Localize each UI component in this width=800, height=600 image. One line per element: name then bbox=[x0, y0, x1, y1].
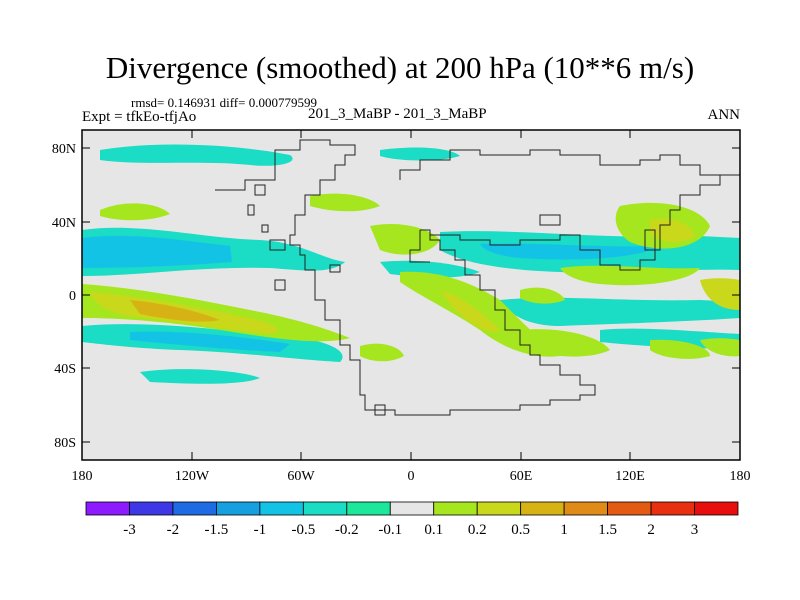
rmsd-stats: rmsd= 0.146931 diff= 0.000779599 bbox=[131, 95, 317, 110]
colorbar-swatch bbox=[520, 501, 565, 516]
colorbar-label: 0.5 bbox=[511, 522, 530, 538]
colorbar-swatch bbox=[85, 501, 130, 516]
colorbar-label: -1.5 bbox=[205, 522, 229, 538]
colorbar-swatch bbox=[215, 501, 261, 516]
colorbar-label: -0.2 bbox=[335, 522, 359, 538]
colorbar-swatch bbox=[650, 501, 695, 516]
colorbar-swatch bbox=[607, 501, 652, 516]
lat-tick-label: 40S bbox=[54, 362, 76, 377]
colorbar-swatch bbox=[694, 501, 739, 516]
plot-title: Divergence (smoothed) at 200 hPa (10**6 … bbox=[105, 50, 695, 85]
lon-tick-label: 60W bbox=[287, 469, 315, 484]
lon-tick-label: 60E bbox=[510, 469, 533, 484]
continent-outline bbox=[215, 139, 740, 416]
colorbar-swatch bbox=[172, 501, 217, 516]
lat-tick-label: 40N bbox=[52, 216, 76, 231]
colorbar-swatch bbox=[302, 501, 348, 516]
colorbar-label: -2 bbox=[167, 522, 180, 538]
colorbar-swatch bbox=[259, 501, 304, 516]
lon-tick-label: 0 bbox=[408, 469, 415, 484]
colorbar-label: -0.1 bbox=[378, 522, 402, 538]
lon-tick-label: 180 bbox=[730, 469, 751, 484]
colorbar-label: 3 bbox=[691, 522, 699, 538]
colorbar-label: -3 bbox=[123, 522, 136, 538]
longitude-axis bbox=[81, 130, 741, 460]
latitude-axis bbox=[82, 147, 740, 443]
divergence-contours bbox=[82, 144, 740, 384]
colorbar-swatch bbox=[433, 501, 478, 516]
colorbar-label: 1.5 bbox=[598, 522, 617, 538]
colorbar-swatch bbox=[346, 501, 391, 516]
colorbar-label: 1 bbox=[560, 522, 568, 538]
lat-tick-label: 0 bbox=[69, 289, 76, 304]
experiment-label: Expt = tfkEo-tfjAo bbox=[82, 109, 197, 125]
colorbar-label: 0.2 bbox=[468, 522, 487, 538]
colorbar: -3 -2 -1.5 -1 -0.5 -0.2 -0.1 0.1 0.2 0.5 1 1.5 2 3 bbox=[85, 501, 739, 538]
lon-tick-label: 120E bbox=[615, 469, 645, 484]
lat-tick-label: 80S bbox=[54, 436, 76, 451]
map-background bbox=[82, 130, 740, 460]
colorbar-swatch bbox=[563, 501, 609, 516]
season-label: ANN bbox=[707, 107, 741, 123]
colorbar-label: 0.1 bbox=[424, 522, 443, 538]
case-label: 201_3_MaBP - 201_3_MaBP bbox=[308, 106, 487, 122]
colorbar-label: -1 bbox=[254, 522, 267, 538]
lon-tick-label: 180 bbox=[72, 469, 93, 484]
colorbar-swatch bbox=[476, 501, 522, 516]
colorbar-label: 2 bbox=[647, 522, 655, 538]
colorbar-swatch bbox=[129, 501, 174, 516]
colorbar-label: -0.5 bbox=[291, 522, 315, 538]
lat-tick-label: 80N bbox=[52, 142, 76, 157]
colorbar-swatch bbox=[389, 501, 435, 516]
lon-tick-label: 120W bbox=[175, 469, 210, 484]
